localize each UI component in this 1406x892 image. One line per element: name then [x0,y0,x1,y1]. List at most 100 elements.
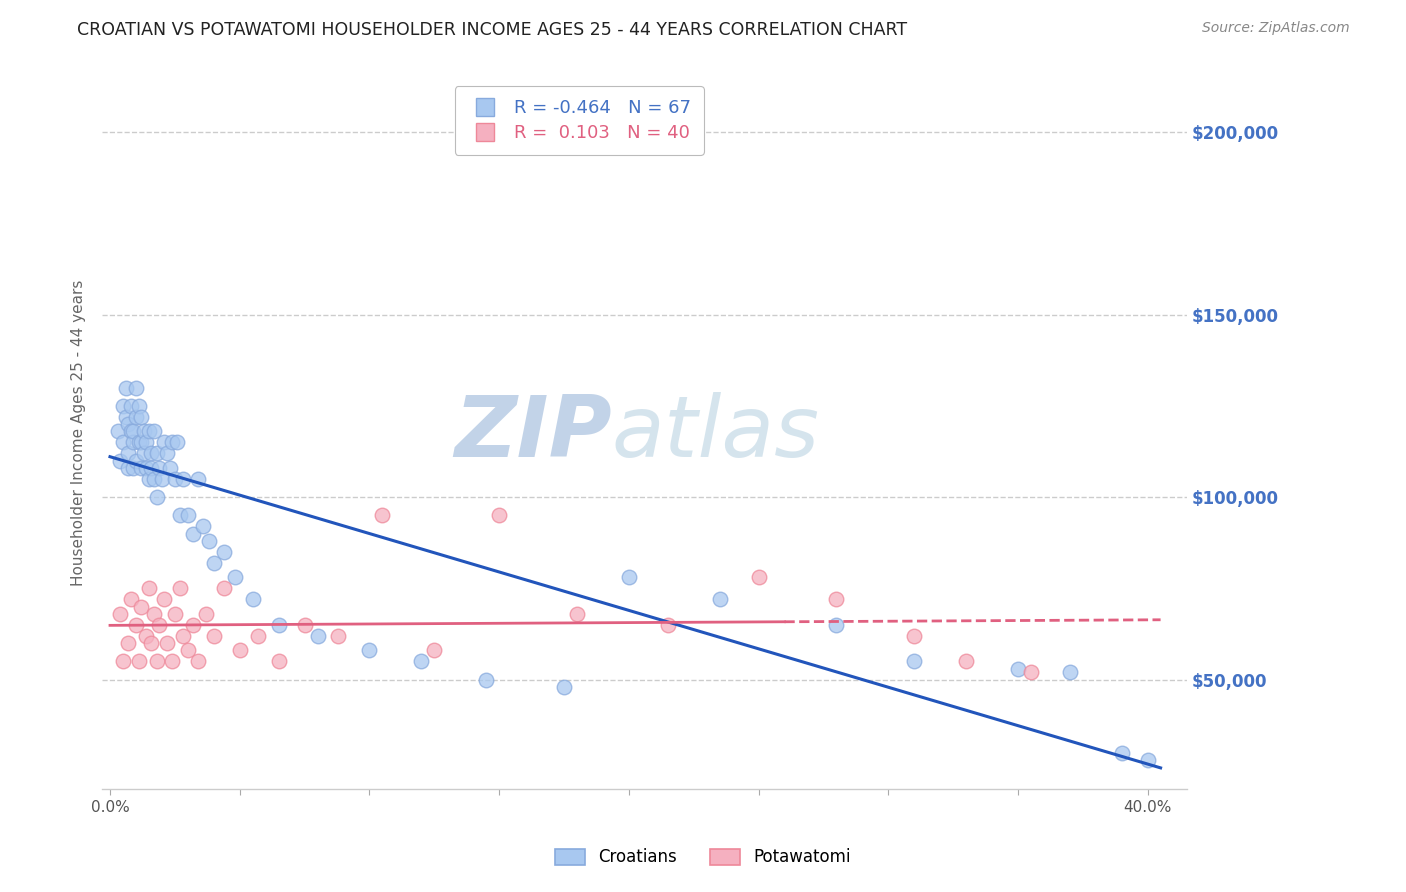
Point [110,607,132,621]
Point [120,592,142,607]
Point [294,618,316,632]
Point [825,592,848,607]
Point [138,472,160,486]
Point [1019,665,1042,680]
Point [156,446,179,460]
Point [129,435,152,450]
Point [1007,662,1029,676]
Point [145,490,167,504]
Point [177,508,200,523]
Point [162,654,184,668]
Point [122,425,145,439]
Point [162,435,184,450]
Point [128,654,150,668]
Point [475,673,498,687]
Legend: Croatians, Potawatomi: Croatians, Potawatomi [548,842,858,873]
Point [143,425,166,439]
Point [125,618,148,632]
Point [163,472,186,486]
Point [120,399,142,413]
Point [163,607,186,621]
Point [553,680,575,694]
Point [1136,753,1159,767]
Point [172,629,194,643]
Point [903,629,925,643]
Point [156,636,179,650]
Point [143,472,166,486]
Point [117,636,139,650]
Point [138,582,160,596]
Point [138,425,160,439]
Point [145,654,167,668]
Point [110,453,132,467]
Point [150,472,173,486]
Point [111,654,134,668]
Point [181,526,204,541]
Point [169,582,191,596]
Point [169,508,191,523]
Legend: R = -0.464   N = 67, R =  0.103   N = 40: R = -0.464 N = 67, R = 0.103 N = 40 [454,87,704,155]
Point [212,545,235,559]
Point [125,409,148,424]
Point [129,599,152,614]
Point [423,643,446,657]
Point [114,409,136,424]
Point [129,461,152,475]
Point [747,570,769,584]
Point [187,654,209,668]
Point [187,472,209,486]
Point [141,461,163,475]
Point [565,607,588,621]
Point [125,453,148,467]
Point [148,618,170,632]
Point [122,435,145,450]
Point [159,461,181,475]
Point [135,435,157,450]
Point [114,381,136,395]
Point [172,472,194,486]
Point [1059,665,1081,680]
Point [107,425,129,439]
Point [141,636,163,650]
Point [145,446,167,460]
Point [153,435,176,450]
Point [488,508,510,523]
Point [228,643,250,657]
Point [328,629,350,643]
Point [143,607,166,621]
Text: CROATIAN VS POTAWATOMI HOUSEHOLDER INCOME AGES 25 - 44 YEARS CORRELATION CHART: CROATIAN VS POTAWATOMI HOUSEHOLDER INCOM… [77,21,907,39]
Point [617,570,640,584]
Point [267,618,290,632]
Point [148,461,170,475]
Point [903,654,925,668]
Point [111,435,134,450]
Point [128,399,150,413]
Point [224,570,246,584]
Point [246,629,269,643]
Point [120,425,142,439]
Point [1111,746,1133,760]
Point [132,425,155,439]
Point [117,461,139,475]
Point [129,409,152,424]
Point [825,618,848,632]
Point [117,446,139,460]
Point [197,533,219,548]
Point [267,654,290,668]
Point [202,556,225,570]
Point [202,629,225,643]
Point [132,446,155,460]
Point [955,654,977,668]
Point [307,629,329,643]
Point [135,461,157,475]
Point [212,582,235,596]
Point [709,592,731,607]
Point [117,417,139,432]
Point [193,519,215,533]
Point [166,435,188,450]
Text: ZIP: ZIP [454,392,612,475]
Point [242,592,264,607]
Point [153,592,176,607]
Point [122,461,145,475]
Point [359,643,381,657]
